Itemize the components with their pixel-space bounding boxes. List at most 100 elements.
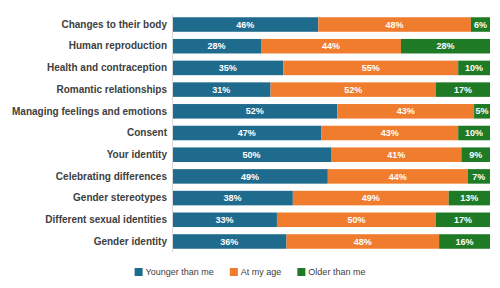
data-label: 33% bbox=[215, 215, 233, 225]
legend-swatch bbox=[297, 268, 305, 276]
data-label: 44% bbox=[322, 41, 340, 51]
bar-segment bbox=[172, 191, 293, 206]
bar-segment bbox=[436, 213, 490, 228]
bar-segment bbox=[439, 234, 490, 249]
data-label: 52% bbox=[344, 85, 362, 95]
tick-label: Gender stereotypes bbox=[73, 192, 167, 203]
data-label: 43% bbox=[381, 128, 399, 138]
data-label: 36% bbox=[220, 237, 238, 247]
bar-segment bbox=[458, 61, 490, 76]
axis-line bbox=[172, 15, 173, 253]
data-label: 7% bbox=[472, 172, 485, 182]
bar-segment bbox=[461, 147, 490, 162]
data-label: 10% bbox=[465, 63, 483, 73]
tick: Changes to their body bbox=[61, 19, 172, 30]
bar-segment bbox=[331, 147, 461, 162]
data-label: 49% bbox=[241, 172, 259, 182]
tick-label: Your identity bbox=[107, 149, 168, 160]
bar-segment bbox=[286, 234, 439, 249]
legend-item: Younger than me bbox=[135, 267, 214, 277]
bar-segment bbox=[471, 17, 490, 32]
bar-segment bbox=[337, 104, 474, 119]
data-label: 49% bbox=[362, 193, 380, 203]
legend-swatch bbox=[135, 268, 143, 276]
chart: 46% 28% 35% 31% 52% 47% 50% 49% 38% 33% 36% 48% 44% 5… bbox=[0, 0, 500, 288]
tick: Different sexual identities bbox=[45, 214, 172, 225]
bars bbox=[172, 17, 490, 248]
data-label: 44% bbox=[389, 172, 407, 182]
data-label: 46% bbox=[236, 20, 254, 30]
data-label: 43% bbox=[397, 106, 415, 116]
data-label: 50% bbox=[347, 215, 365, 225]
tick: Health and contraception bbox=[47, 62, 172, 73]
legend-item: Older than me bbox=[297, 267, 365, 277]
bar-segment bbox=[261, 39, 401, 54]
data-label: 10% bbox=[465, 128, 483, 138]
data-label: 38% bbox=[223, 193, 241, 203]
bar-segment bbox=[172, 39, 261, 54]
data-label: 13% bbox=[460, 193, 478, 203]
bar-segment bbox=[318, 17, 471, 32]
data-label: 47% bbox=[238, 128, 256, 138]
tick-label: Health and contraception bbox=[47, 62, 167, 73]
legend-label: At my age bbox=[241, 267, 282, 277]
data-label: 48% bbox=[386, 20, 404, 30]
data-label: 52% bbox=[246, 106, 264, 116]
bar-segment bbox=[172, 234, 286, 249]
data-label: 48% bbox=[354, 237, 372, 247]
tick-label: Different sexual identities bbox=[45, 214, 167, 225]
data-label: 17% bbox=[454, 215, 472, 225]
tick: Gender stereotypes bbox=[73, 192, 172, 203]
data-label: 41% bbox=[387, 150, 405, 160]
legend-label: Younger than me bbox=[146, 267, 214, 277]
bar-segment bbox=[468, 169, 490, 184]
legend-item: At my age bbox=[230, 267, 282, 277]
tick-label: Managing feelings and emotions bbox=[12, 106, 167, 117]
tick: Human reproduction bbox=[69, 40, 172, 51]
data-label: 9% bbox=[469, 150, 482, 160]
tick: Romantic relationships bbox=[56, 84, 172, 95]
bar-segment bbox=[271, 82, 436, 97]
bar-segment bbox=[172, 17, 318, 32]
bar-segment bbox=[474, 104, 490, 119]
bar-segment bbox=[172, 147, 331, 162]
data-label: 35% bbox=[219, 63, 237, 73]
data-label: 50% bbox=[242, 150, 260, 160]
bar-segment bbox=[293, 191, 449, 206]
data-label: 28% bbox=[208, 41, 226, 51]
tick-label: Consent bbox=[127, 127, 168, 138]
tick-label: Celebrating differences bbox=[56, 171, 168, 182]
tick: Celebrating differences bbox=[56, 171, 172, 182]
legend: Younger than me At my age Older than me bbox=[135, 267, 366, 277]
bar-segment bbox=[172, 82, 271, 97]
data-label: 16% bbox=[456, 237, 474, 247]
tick: Consent bbox=[127, 127, 172, 138]
tick-label: Gender identity bbox=[94, 236, 168, 247]
bar-segment bbox=[321, 126, 458, 141]
tick-label: Romantic relationships bbox=[56, 84, 167, 95]
bar-segment bbox=[283, 61, 458, 76]
bar-segment bbox=[401, 39, 490, 54]
bar-segment bbox=[172, 61, 283, 76]
bar-segment bbox=[436, 82, 490, 97]
data-label: 28% bbox=[436, 41, 454, 51]
tick: Gender identity bbox=[94, 236, 172, 247]
data-label: 6% bbox=[474, 20, 487, 30]
bar-segment bbox=[449, 191, 490, 206]
tick-label: Changes to their body bbox=[61, 19, 167, 30]
data-label: 5% bbox=[476, 106, 489, 116]
data-label: 31% bbox=[212, 85, 230, 95]
data-label: 17% bbox=[454, 85, 472, 95]
bar-segment bbox=[277, 213, 436, 228]
bar-segment bbox=[328, 169, 468, 184]
legend-label: Older than me bbox=[308, 267, 365, 277]
category-axis: Changes to their body Human reproduction H… bbox=[12, 15, 173, 253]
tick-label: Human reproduction bbox=[69, 40, 167, 51]
bar-segment bbox=[172, 169, 328, 184]
bar-segment bbox=[458, 126, 490, 141]
tick: Managing feelings and emotions bbox=[12, 106, 172, 117]
bar-segment bbox=[172, 104, 337, 119]
data-label: 55% bbox=[362, 63, 380, 73]
data-labels: 46% 28% 35% 31% 52% 47% 50% 49% 38% 33% 36% 48% 44% 5… bbox=[208, 20, 489, 247]
bar-segment bbox=[172, 126, 321, 141]
